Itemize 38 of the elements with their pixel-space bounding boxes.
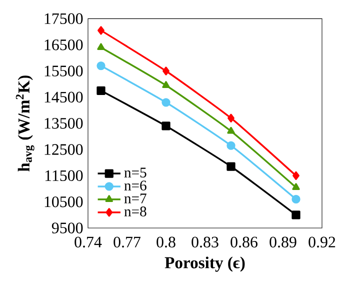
y-tick-label: 14500 [44, 92, 83, 103]
x-tick-label: 0.77 [114, 236, 140, 248]
point [226, 162, 236, 171]
x-tick-label: 0.89 [270, 236, 296, 248]
point [292, 210, 300, 220]
y-tick-label: 12500 [44, 144, 83, 155]
x-tick-label: 0.83 [192, 236, 218, 248]
x-tick-label: 0.86 [230, 236, 258, 248]
point [162, 81, 170, 88]
point [292, 171, 300, 180]
x-tick-label: 0.74 [74, 236, 102, 248]
point [162, 66, 170, 76]
y-tick-label: 11500 [45, 170, 83, 182]
legend-label: n=5 [124, 168, 146, 178]
x-tick-label: 0.92 [308, 236, 336, 248]
point [96, 86, 106, 95]
y-tick-label: 13500 [44, 118, 83, 129]
text: h$_{avg}$ (W/m$^{2}$K) [16, 76, 34, 172]
point [227, 126, 235, 134]
point [162, 98, 170, 107]
y-tick-label: 10500 [44, 196, 83, 208]
point [96, 61, 106, 70]
y-tick-label: 15500 [44, 66, 83, 76]
legend-label: n=7 [124, 194, 146, 204]
x-axis-title: Porosity (ϵ) [164, 256, 245, 272]
legend-label: n=8 [124, 206, 146, 216]
x-tick-label: 0.8 [156, 236, 176, 248]
point [226, 141, 236, 150]
y-tick-label: 16500 [44, 39, 83, 50]
point [162, 122, 170, 130]
y-tick-label: 17500 [44, 13, 83, 24]
legend-label: n=6 [124, 180, 146, 190]
y-tick-label: 9500 [52, 222, 83, 234]
point [228, 114, 234, 122]
point [97, 43, 105, 50]
point [292, 194, 300, 204]
point [98, 26, 104, 35]
point [292, 183, 300, 190]
